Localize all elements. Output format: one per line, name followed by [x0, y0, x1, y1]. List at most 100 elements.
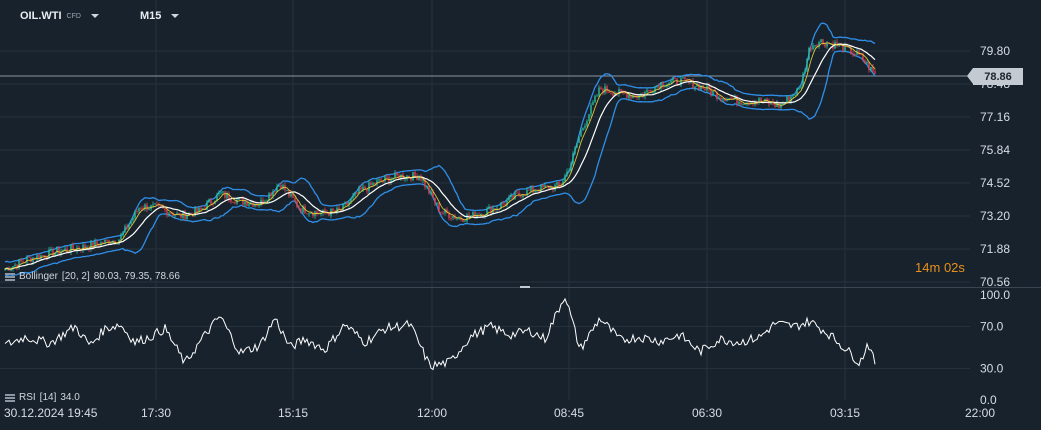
timer-minutes-unit: m — [929, 260, 941, 275]
candle-body — [414, 171, 416, 176]
candle-body — [542, 184, 544, 188]
price-plot[interactable] — [0, 22, 970, 277]
candle-body — [628, 94, 630, 99]
candle-body — [786, 96, 788, 102]
candle-body — [680, 78, 682, 86]
candle-body — [826, 42, 828, 47]
symbol-name: OIL.WTI — [20, 10, 62, 22]
candle-body — [418, 176, 420, 181]
time-tick-label: 15:15 — [278, 406, 308, 420]
candle-body — [504, 204, 506, 206]
candle-body — [342, 203, 344, 211]
candle-body — [762, 101, 764, 103]
candle-body — [286, 190, 288, 191]
rsi-tick-label: 30.0 — [980, 362, 1004, 376]
candle-body — [526, 189, 528, 196]
bollinger-params: [20, 2] — [61, 271, 90, 282]
candle-body — [18, 259, 20, 268]
candle-body — [440, 212, 442, 213]
candle-body — [72, 244, 74, 250]
candle-body — [266, 200, 268, 202]
candle-body — [452, 216, 454, 219]
candle-body — [744, 104, 746, 105]
candle-body — [174, 215, 176, 216]
candle-body — [106, 239, 108, 241]
candle-body — [170, 213, 172, 215]
timeframe-selector[interactable]: M15 — [140, 10, 180, 22]
candle-body — [248, 204, 250, 206]
bollinger-indicator-label[interactable]: Bollinger [20, 2] 80.03, 79.35, 78.66 — [5, 271, 180, 282]
current-price-value: 78.86 — [984, 70, 1012, 83]
candle-body — [650, 90, 652, 93]
candle-countdown: 14m 02s — [915, 260, 965, 275]
price-tick-label: 71.88 — [980, 242, 1010, 256]
moving-average-line — [4, 42, 876, 270]
candle-body — [364, 186, 366, 190]
candle-body — [580, 130, 582, 137]
candle-body — [656, 85, 658, 87]
pane-resize-handle[interactable] — [520, 286, 530, 288]
candle-body — [186, 215, 188, 220]
chevron-down-icon — [171, 14, 180, 18]
symbol-selector[interactable]: OIL.WTI CFD — [20, 10, 99, 22]
candle-body — [648, 90, 650, 92]
candle-body — [732, 98, 734, 100]
candle-body — [572, 153, 574, 164]
candle-body — [720, 97, 722, 100]
candle-body — [136, 211, 138, 212]
candle-body — [196, 207, 198, 213]
candle-body — [582, 127, 584, 131]
rsi-indicator-label[interactable]: RSI [14] 34.0 — [5, 392, 80, 403]
timer-seconds-unit: s — [958, 260, 965, 275]
candle-body — [274, 191, 276, 193]
candle-body — [652, 92, 654, 94]
candle-body — [92, 242, 94, 248]
candle-body — [232, 201, 234, 203]
rsi-plot[interactable] — [4, 297, 876, 371]
candle-body — [794, 95, 796, 97]
candle-body — [372, 183, 374, 186]
candle-body — [140, 208, 142, 209]
candle-body — [612, 93, 614, 96]
candle-body — [584, 125, 586, 128]
candle-body — [654, 86, 656, 93]
candle-body — [820, 39, 822, 42]
candle-body — [662, 82, 664, 87]
candle-body — [660, 82, 662, 89]
time-tick-label: 06:30 — [692, 406, 722, 420]
candle-body — [632, 95, 634, 98]
candle-body — [668, 82, 670, 85]
candle-body — [500, 203, 502, 209]
candle-body — [710, 89, 712, 95]
candle-body — [464, 221, 466, 222]
candle-body — [216, 194, 218, 201]
candle-body — [516, 192, 518, 194]
candle-body — [48, 249, 50, 259]
candle-body — [588, 114, 590, 121]
candle-body — [22, 261, 24, 263]
candle-body — [824, 43, 826, 47]
candle-body — [712, 90, 714, 95]
candle-body — [130, 220, 132, 225]
candle-body — [738, 102, 740, 104]
indicator-settings-icon[interactable] — [5, 393, 15, 402]
candle-body — [718, 97, 720, 99]
candle-body — [120, 235, 122, 240]
time-axis: 30.12.2024 19:45 17:30 15:15 12:00 08:45 06:3… — [4, 406, 995, 420]
candle-body — [696, 84, 698, 87]
candle-body — [430, 191, 432, 194]
candle-body — [810, 48, 812, 50]
indicator-settings-icon[interactable] — [5, 272, 15, 281]
candle-body — [142, 208, 144, 209]
candle-body — [300, 208, 302, 213]
candle-body — [270, 193, 272, 197]
candle-body — [234, 202, 236, 204]
candle-body — [574, 147, 576, 154]
candle-body — [310, 212, 312, 214]
candle-body — [518, 192, 520, 195]
candle-body — [416, 175, 418, 181]
candle-body — [740, 102, 742, 105]
candle-body — [276, 186, 278, 192]
candle-body — [104, 239, 106, 244]
